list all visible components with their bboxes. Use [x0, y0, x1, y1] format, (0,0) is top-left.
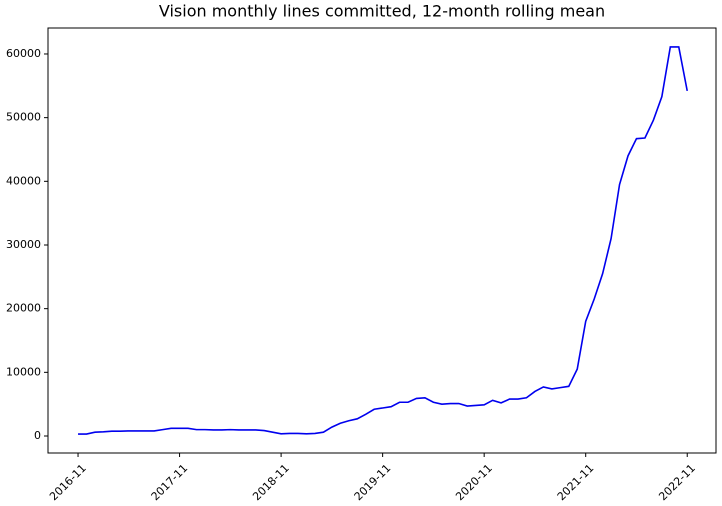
x-tick-label: 2021-11 — [555, 462, 597, 504]
x-tick-label: 2018-11 — [250, 462, 292, 504]
y-tick-label: 60000 — [6, 47, 41, 60]
line-series — [78, 46, 689, 435]
x-tick-label: 2017-11 — [149, 462, 191, 504]
y-tick-label: 50000 — [6, 111, 41, 124]
y-tick-label: 10000 — [6, 365, 41, 378]
y-tick-label: 20000 — [6, 302, 41, 315]
x-tick-label: 2020-11 — [453, 462, 495, 504]
y-tick-label: 30000 — [6, 238, 41, 251]
x-tick-label: 2016-11 — [47, 462, 89, 504]
plot-frame — [47, 27, 717, 454]
y-tick-label: 40000 — [6, 174, 41, 187]
x-tick-label: 2019-11 — [352, 462, 394, 504]
x-tick-label: 2022-11 — [656, 462, 698, 504]
y-tick-label: 0 — [34, 429, 41, 442]
chart-title: Vision monthly lines committed, 12-month… — [159, 2, 605, 21]
